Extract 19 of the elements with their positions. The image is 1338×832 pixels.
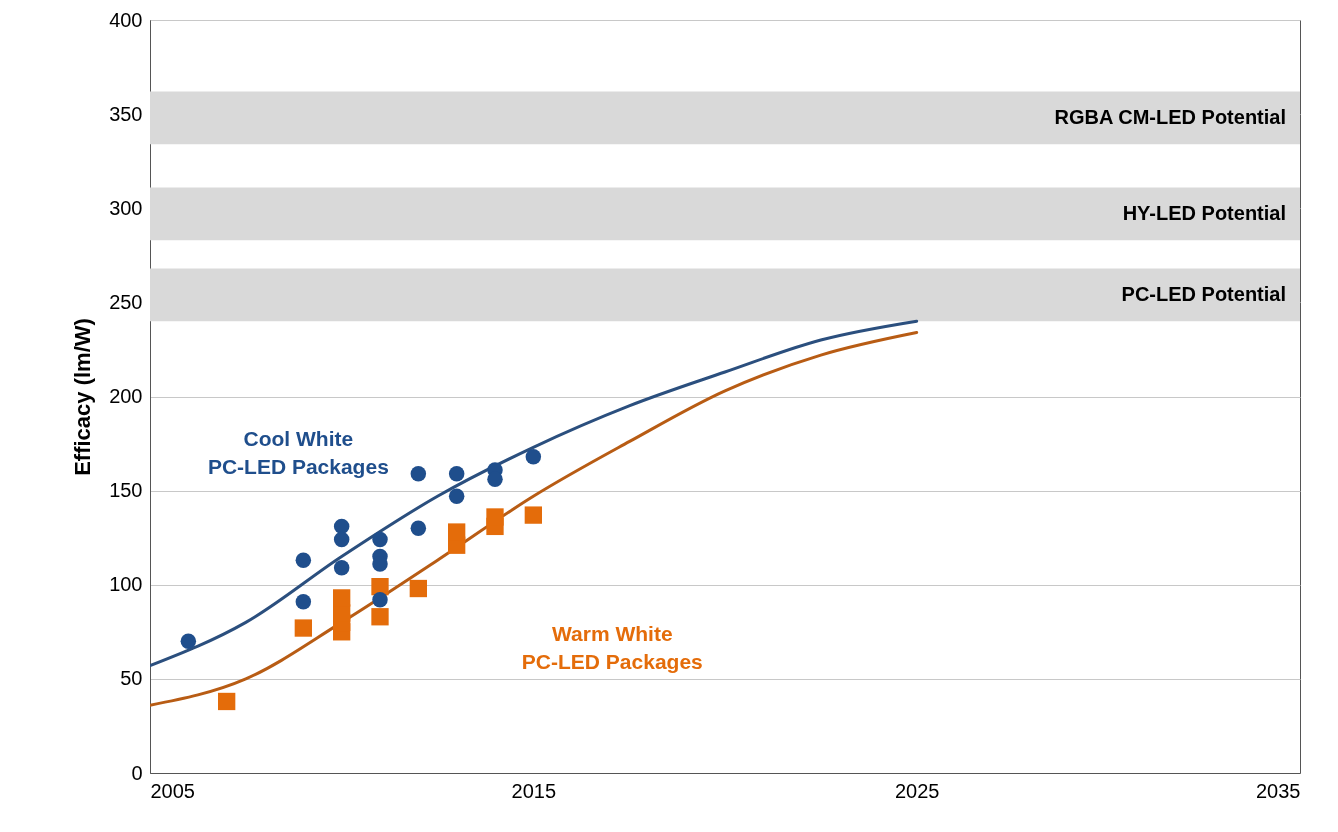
y-tick-label: 400 <box>109 8 143 31</box>
y-tick-label: 50 <box>120 667 143 690</box>
y-tick-label: 200 <box>109 385 143 407</box>
y-tick-label: 150 <box>109 479 143 502</box>
y-tick-label: 0 <box>131 761 143 784</box>
x-tick-label: 2025 <box>894 779 940 802</box>
x-tick-label: 2035 <box>1256 779 1301 802</box>
y-tick-label: 350 <box>109 102 143 125</box>
y-tick-label: 300 <box>109 196 143 219</box>
annotation: Cool White PC-LED Packages <box>207 427 389 479</box>
band-label: RGBA CM-LED Potential <box>1054 105 1286 128</box>
x-tick-label: 2005 <box>150 779 195 802</box>
band-label: PC-LED Potential <box>1121 282 1286 305</box>
y-tick-label: 250 <box>109 290 143 313</box>
x-tick-label: 2015 <box>511 779 557 802</box>
y-tick-label: 100 <box>109 573 143 596</box>
band-label: HY-LED Potential <box>1122 201 1286 224</box>
annotation: Warm White PC-LED Packages <box>521 622 703 674</box>
y-axis-title: Efficacy (lm/W) <box>70 318 96 476</box>
